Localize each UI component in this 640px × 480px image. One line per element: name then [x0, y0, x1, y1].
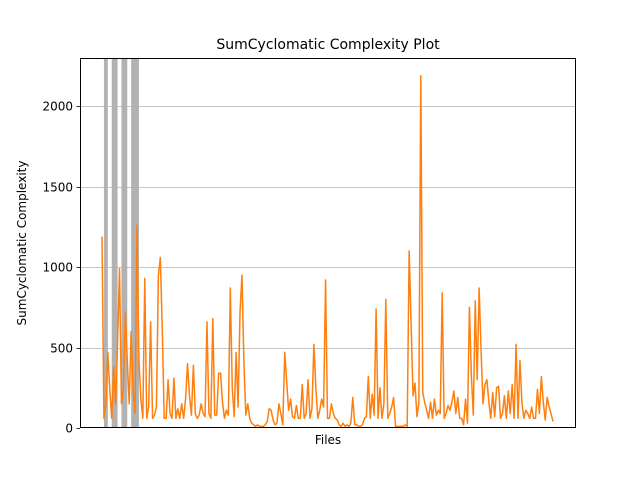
plot-frame — [80, 58, 576, 428]
series-layer — [101, 74, 554, 428]
chart-title: SumCyclomatic Complexity Plot — [216, 37, 440, 53]
y-tick-label: 1000 — [42, 261, 73, 275]
highlight-band — [131, 58, 139, 428]
highlight-band — [103, 58, 108, 428]
y-tick-label: 0 — [65, 422, 73, 436]
y-tick-label: 1500 — [42, 181, 73, 195]
y-axis-label: SumCyclomatic Complexity — [15, 161, 29, 326]
x-axis-label: Files — [315, 433, 341, 447]
series-line — [101, 74, 554, 428]
highlight-band — [111, 58, 118, 428]
y-tick-label: 500 — [50, 342, 73, 356]
y-tick-label: 2000 — [42, 100, 73, 114]
shaded-highlights — [103, 58, 139, 428]
plot-area-background — [80, 58, 576, 428]
y-axis: 0 500 1000 1500 2000 — [42, 100, 80, 436]
highlight-band — [121, 58, 128, 428]
